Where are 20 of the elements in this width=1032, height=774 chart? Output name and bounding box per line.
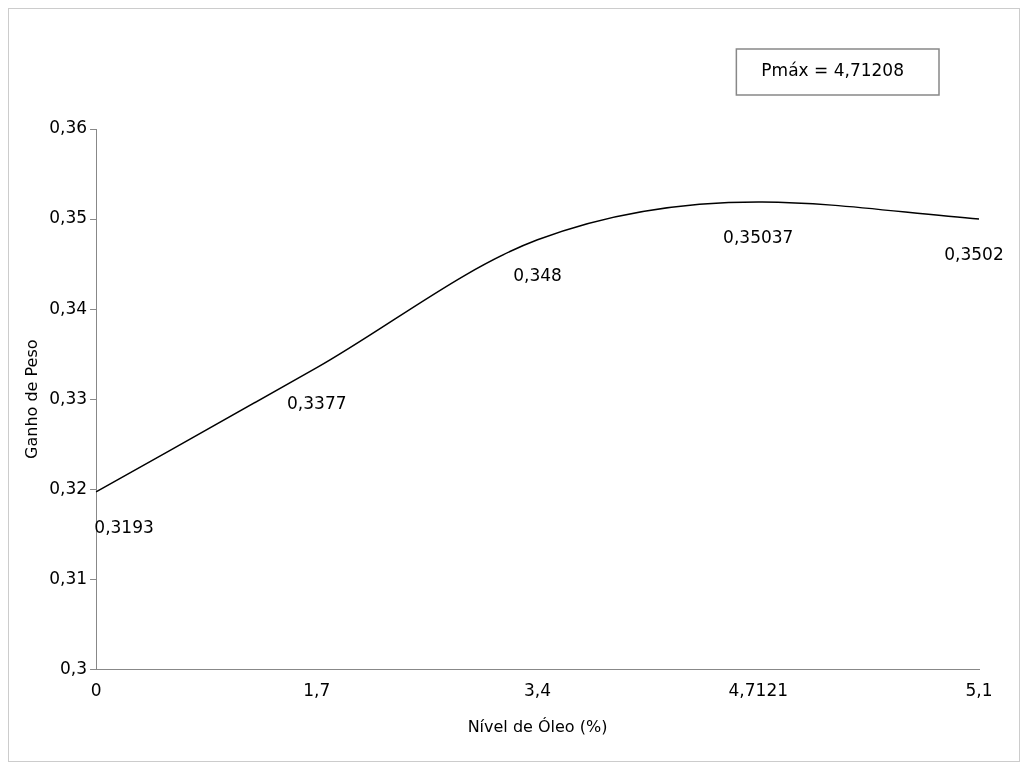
x-tick-label: 0 <box>90 680 102 701</box>
x-axis-title: Nível de Óleo (%) <box>467 716 608 736</box>
y-axis-title: Ganho de Peso <box>21 339 41 459</box>
annotation: 0,3377 <box>287 392 347 413</box>
y-tick-label: 0,32 <box>49 477 88 498</box>
annotation: 0,348 <box>513 264 562 285</box>
y-tick-label: 0,33 <box>49 387 88 408</box>
y-tick-label: 0,31 <box>49 567 88 588</box>
annotation: 0,3502 <box>944 243 1004 264</box>
annotation: 0,3193 <box>94 516 154 537</box>
x-tick-label: 3,4 <box>524 680 552 701</box>
x-tick-label: 5,1 <box>965 680 993 701</box>
x-tick-label: 1,7 <box>303 680 331 701</box>
x-tick-label: 4,7121 <box>728 680 789 701</box>
y-tick-label: 0,34 <box>49 297 88 318</box>
y-tick-label: 0,35 <box>49 207 88 228</box>
y-tick-label: 0,36 <box>49 117 88 138</box>
y-tick-label: 0,3 <box>60 657 88 678</box>
text: Pmáx = 4,71208 <box>761 60 904 81</box>
annotation: 0,35037 <box>723 226 794 247</box>
